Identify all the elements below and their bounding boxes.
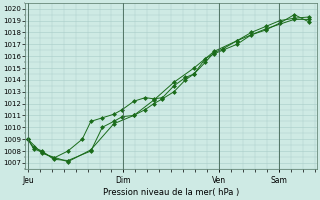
X-axis label: Pression niveau de la mer( hPa ): Pression niveau de la mer( hPa ) bbox=[103, 188, 239, 197]
